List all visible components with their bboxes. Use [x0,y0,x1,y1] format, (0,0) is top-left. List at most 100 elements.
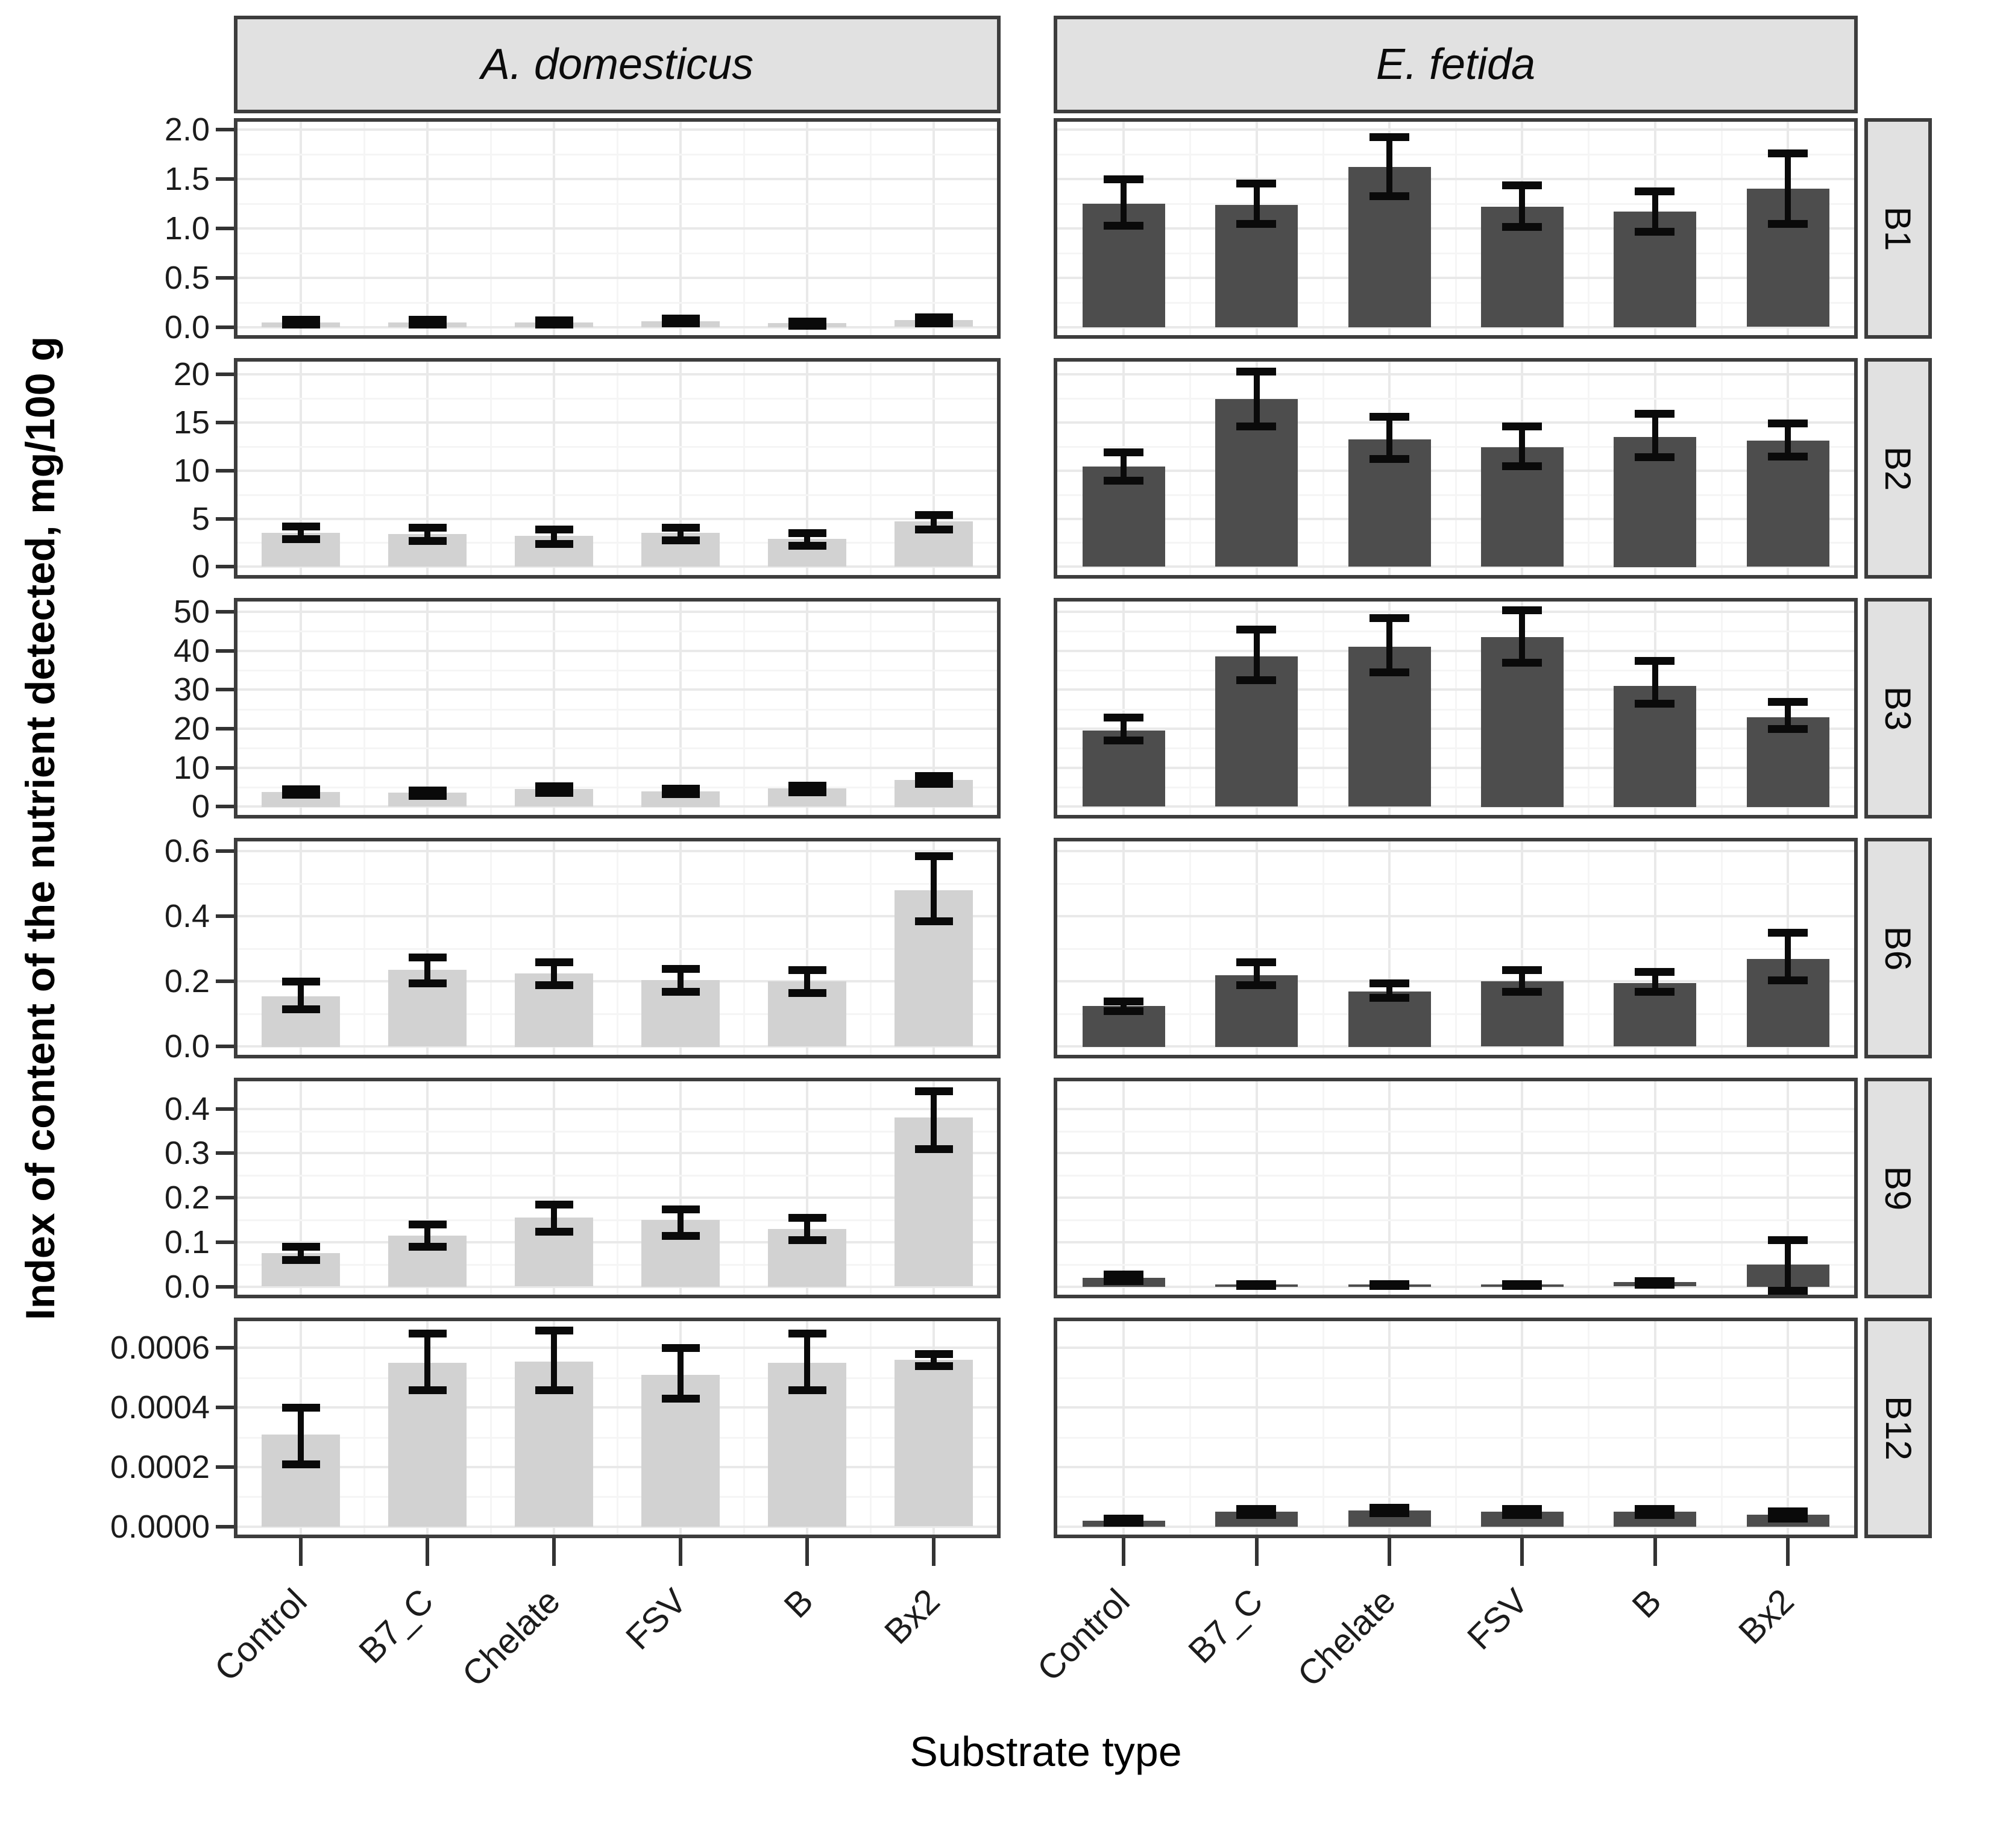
gridline-v-major [806,362,808,575]
facet-strip-B1-label: B1 [1878,206,1919,251]
gridline-h-minor [1057,253,1854,254]
error-bar-cap-bottom [409,979,447,987]
error-bar-cap-bottom [915,1362,953,1370]
y-tick-label: 0.6 [164,833,210,869]
x-tick-mark [1122,1538,1125,1566]
gridline-h-major [1057,277,1854,279]
gridline-v-minor [617,362,618,575]
error-bar-cap-bottom [282,1460,320,1468]
y-tick-mark [216,1465,234,1469]
gridline-h-minor [1057,1496,1854,1498]
error-bar-cap-top [1369,133,1409,141]
gridline-v-minor [1189,1081,1191,1295]
gridline-v-minor [743,362,745,575]
x-tick-mark [1520,1538,1524,1566]
x-tick-mark [426,1538,429,1566]
gridline-v-major [300,362,302,575]
gridline-h-major [1057,915,1854,917]
error-bar-cap-bottom [1768,453,1808,460]
error-bar-cap-top [1236,1505,1276,1513]
y-tick-mark [216,421,234,424]
gridline-h-major [1057,850,1854,852]
gridline-h-minor [237,154,997,156]
gridline-v-major [1256,1321,1258,1535]
y-tick-mark [216,276,234,280]
gridline-h-minor [1057,1437,1854,1439]
gridline-h-major [237,128,997,131]
error-bar-cap-bottom [1502,659,1542,667]
error-bar-cap-top [1236,368,1276,376]
gridline-h-major [1057,178,1854,180]
error-bar-cap-top [1236,626,1276,633]
y-tick-mark [216,372,234,376]
gridline-h-major [237,1347,997,1349]
gridline-h-major [1057,767,1854,769]
error-bar-cap-bottom [535,789,573,797]
gridline-h-major [237,1196,997,1199]
gridline-h-minor [1057,1219,1854,1221]
error-bar-cap-bottom [788,989,826,997]
x-tick-label: B [1624,1581,1669,1626]
x-tick-mark [1255,1538,1259,1566]
error-bar-line [1386,618,1392,673]
error-bar-line [1121,1001,1127,1011]
gridline-h-major [237,650,997,652]
facet-strip-a-domesticus-label: A. domesticus [480,40,754,89]
error-bar-cap-top [409,1221,447,1228]
y-tick-label: 50 [173,594,210,630]
y-tick-label: 0.4 [164,898,210,934]
gridline-v-major [1256,1081,1258,1295]
gridline-h-major [1057,1347,1854,1349]
error-bar-cap-bottom [662,790,700,798]
y-tick-label: 5 [191,501,210,537]
gridline-v-major [300,1081,302,1295]
error-bar-cap-bottom [409,792,447,800]
gridline-h-major [1057,421,1854,424]
error-bar-cap-top [1104,175,1143,183]
gridline-h-major [1057,1466,1854,1468]
gridline-v-major [1787,1081,1789,1295]
error-bar-cap-bottom [788,322,826,330]
error-bar-cap-bottom [535,321,573,328]
error-bar-cap-bottom [1236,1282,1276,1290]
gridline-v-minor [743,602,745,815]
y-tick-label: 1.0 [164,210,210,247]
error-bar-cap-bottom [915,780,953,788]
y-tick-mark [216,914,234,918]
gridline-v-major [679,602,682,815]
error-bar-line [1121,179,1127,225]
error-bar-line [424,527,430,541]
error-bar-cap-top [1502,423,1542,430]
gridline-h-major [1057,1196,1854,1199]
error-bar-cap-top [788,966,826,974]
error-bar-line [298,981,304,1009]
error-bar-cap-bottom [1635,228,1675,236]
y-tick-label: 0.0 [164,1028,210,1064]
y-tick-label: 0.2 [164,1180,210,1216]
error-bar-cap-top [662,524,700,532]
x-tick-label: Chelate [454,1581,568,1694]
gridline-v-major [932,362,935,575]
gridline-h-major [1057,326,1854,328]
error-bar-cap-bottom [1104,1519,1143,1527]
error-bar-cap-top [662,1344,700,1352]
error-bar-line [931,1091,937,1149]
x-tick-label: Control [207,1581,315,1689]
error-bar-line [678,527,684,540]
gridline-h-major [237,1045,997,1048]
error-bar-cap-bottom [1369,192,1409,200]
error-bar-cap-bottom [409,1243,447,1251]
error-bar-cap-bottom [1104,1277,1143,1285]
gridline-h-minor [1057,747,1854,749]
y-tick-label: 1.5 [164,161,210,197]
gridline-v-major [1521,1321,1523,1535]
y-tick-mark [216,849,234,853]
facet-strip-B3-label: B3 [1878,686,1919,731]
facet-strip-B9-label: B9 [1878,1166,1919,1210]
y-tick-mark [216,325,234,329]
error-bar-line [1785,1240,1791,1290]
error-bar-cap-bottom [1236,220,1276,228]
error-bar-line [551,962,557,985]
gridline-v-major [300,602,302,815]
error-bar-cap-bottom [409,1386,447,1394]
